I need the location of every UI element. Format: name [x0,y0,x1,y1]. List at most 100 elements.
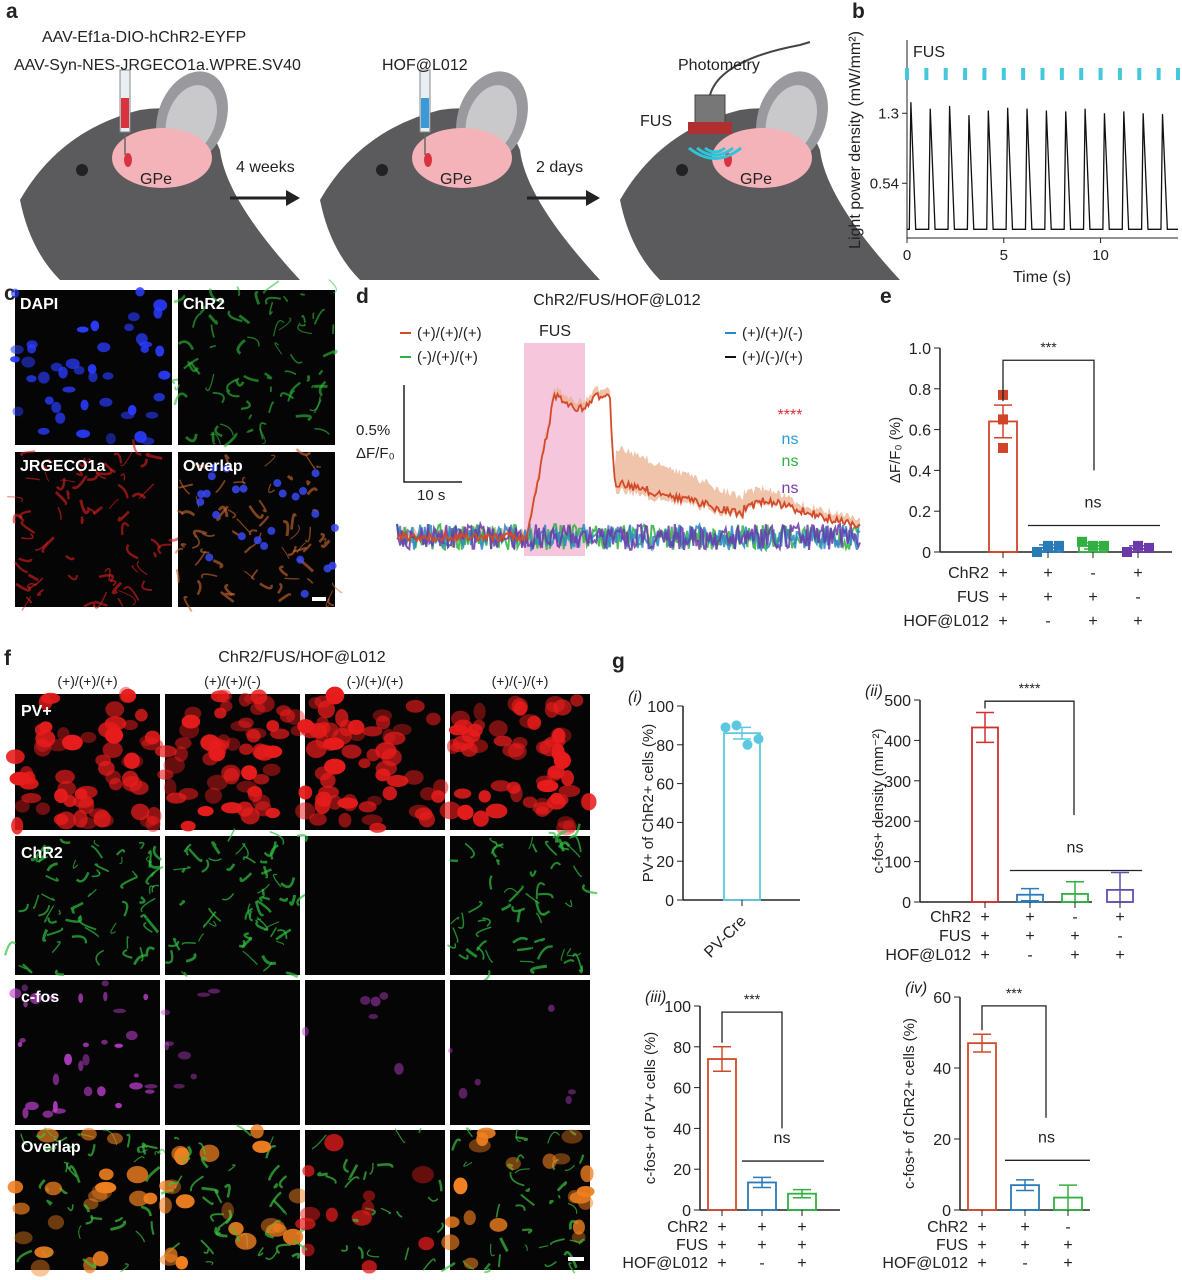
neurite [71,935,88,944]
neurite [566,948,572,955]
cell [320,772,336,788]
neurite [548,831,557,839]
micrograph-background [305,836,445,975]
neurite [314,428,330,435]
cell [19,1038,26,1043]
y-axis-label: c-fos+ of PV+ cells (%) [642,1032,659,1185]
neurite [67,1204,74,1212]
cell [166,792,187,804]
neurite [277,593,292,603]
nucleus [90,320,100,332]
cell [567,1089,576,1095]
cell [80,731,97,744]
neurite [325,590,334,608]
neurite [295,414,312,422]
y-tick-label: 1.0 [909,341,931,358]
y-axis-label: c-fos+ density (mm⁻²) [870,728,887,873]
neurite [86,474,99,481]
cell [197,806,214,817]
cell [342,794,358,812]
neurite [566,952,582,957]
cell [309,813,327,826]
neurite [227,509,237,519]
neurite [54,490,68,506]
neurite [25,596,33,604]
cell [177,1051,191,1060]
neurite [264,372,273,380]
micrograph-c-fos [448,980,590,1125]
neurite [260,859,268,864]
neurite [233,481,246,485]
nucleus [140,345,150,353]
cell [38,694,53,711]
cell [358,801,377,813]
neurite [290,512,297,530]
cell [105,770,121,785]
neurite [524,1244,528,1251]
y-tick-label: 0.8 [909,382,931,399]
neurite [395,1210,403,1218]
neurite [394,1128,406,1144]
neurite [180,510,196,517]
condition-value: - [1027,947,1032,964]
neurite [217,1214,233,1229]
neurite [489,837,504,849]
cell [29,992,42,1004]
neurite [53,1136,68,1143]
cell [7,1180,24,1194]
cell [488,720,508,737]
y-tick-label: 100 [664,999,691,1016]
neurite [139,946,144,962]
cell [561,1129,583,1144]
neurite [331,582,343,594]
fus-pulse [1176,68,1180,80]
data-point [1122,547,1132,557]
cell [21,793,42,804]
cell [341,744,362,759]
y-tick-label: 60 [656,777,674,794]
cell [144,1089,155,1094]
mouse-head [20,108,300,280]
neurite [267,1164,281,1181]
neurite [126,936,130,949]
cell [369,822,387,833]
neurite [94,591,108,609]
neurite [503,887,518,893]
neurite [282,520,290,537]
sem-band [397,385,860,543]
cell [505,1156,521,1170]
cell [80,1127,97,1141]
fus-pulse [1059,68,1064,80]
neurite [183,595,193,613]
significance-label: **** [1019,680,1041,696]
subpanel-label: (iv) [905,980,927,997]
cell [122,775,143,792]
mouse-eye [376,164,388,176]
neurite [110,579,117,587]
significance-label: **** [778,407,803,424]
cell [444,1216,460,1228]
cell [328,794,342,810]
neurite [262,865,269,879]
significance-label: *** [1040,339,1057,355]
nucleus [26,375,37,383]
subpanel-label: (ii) [865,683,883,700]
neurite [254,291,261,305]
condition-label: ChR2 [930,909,971,926]
significance-label: ns [782,480,799,497]
nucleus [212,510,221,519]
mouse-eye [676,164,688,176]
neurite [140,1205,152,1217]
cell [17,1041,23,1047]
neurite [528,836,534,850]
micrograph-background [15,452,172,607]
cell [14,799,30,813]
neurite [181,942,196,946]
neurite [145,452,163,460]
neurite [139,895,146,904]
neurite [249,529,258,536]
cell [123,752,140,769]
neurite [490,1243,496,1257]
micrograph-chr2: ChR2 [171,279,338,448]
neurite [244,570,255,580]
